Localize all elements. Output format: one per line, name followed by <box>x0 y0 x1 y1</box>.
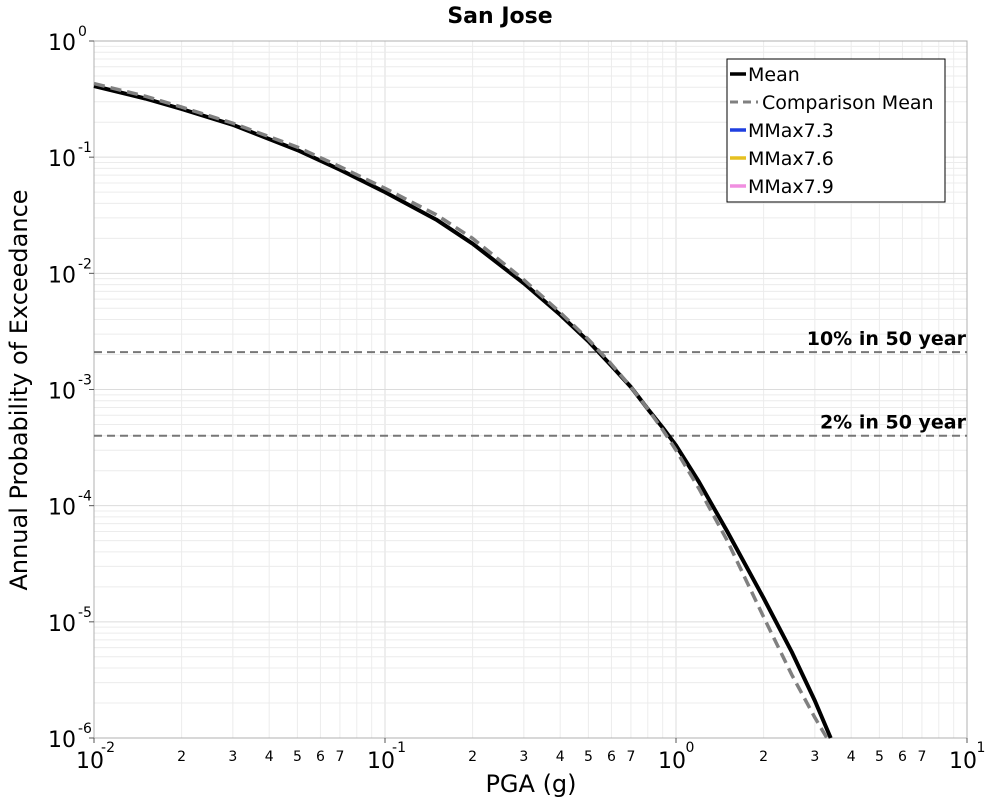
chart-title: San Jose <box>447 4 552 29</box>
x-minor-tick-label: 2 <box>468 749 477 765</box>
y-tick-exponent: 0 <box>78 24 87 40</box>
x-tick-label: 10 <box>367 749 395 774</box>
y-tick-exponent: -3 <box>78 373 92 389</box>
y-tick-label: 10 <box>48 31 76 56</box>
x-tick-exponent: 0 <box>686 740 695 756</box>
y-tick-label: 10 <box>48 147 76 172</box>
y-tick-exponent: -2 <box>78 256 92 272</box>
y-tick-exponent: -4 <box>78 489 92 505</box>
x-minor-tick-label: 5 <box>875 749 884 765</box>
x-axis-label: PGA (g) <box>485 770 576 798</box>
reference-lines: 10% in 50 year 2% in 50 year <box>94 328 967 437</box>
y-tick-label: 10 <box>48 380 76 405</box>
x-minor-tick-label: 3 <box>810 749 819 765</box>
legend-label: MMax7.6 <box>748 148 834 170</box>
reference-line-label: 10% in 50 year <box>807 328 967 350</box>
x-minor-tick-label: 6 <box>316 749 325 765</box>
x-tick-label: 10 <box>949 749 977 774</box>
x-minor-tick-label: 6 <box>898 749 907 765</box>
grid <box>93 41 967 739</box>
x-minor-tick-label: 5 <box>584 749 593 765</box>
x-minor-tick-label: 7 <box>335 749 344 765</box>
legend-label: Mean <box>748 64 800 86</box>
y-tick-label: 10 <box>48 496 76 521</box>
legend-label: Comparison Mean <box>762 92 934 114</box>
legend-box <box>726 58 946 203</box>
x-tick-exponent: -2 <box>101 740 115 756</box>
x-minor-tick-label: 4 <box>265 749 274 765</box>
x-minor-tick-label: 3 <box>519 749 528 765</box>
x-tick-exponent: -1 <box>392 740 406 756</box>
x-tick-label: 10 <box>76 749 104 774</box>
y-tick-label: 10 <box>48 263 76 288</box>
y-tick-label: 10 <box>48 728 76 753</box>
x-minor-tick-label: 2 <box>177 749 186 765</box>
x-tick-label: 10 <box>658 749 686 774</box>
y-tick-exponent: -5 <box>78 605 92 621</box>
legend-label: MMax7.9 <box>748 176 834 198</box>
series-line <box>93 81 829 739</box>
x-minor-tick-label: 4 <box>847 749 856 765</box>
x-minor-tick-label: 5 <box>293 749 302 765</box>
x-minor-tick-label: 7 <box>626 749 635 765</box>
x-tick-exponent: 1 <box>977 740 986 756</box>
reference-line-label: 2% in 50 year <box>820 412 967 434</box>
y-tick-label: 10 <box>48 612 76 637</box>
x-minor-tick-label: 2 <box>759 749 768 765</box>
x-minor-tick-label: 6 <box>607 749 616 765</box>
y-tick-exponent: -1 <box>78 140 92 156</box>
y-tick-exponent: -6 <box>78 721 92 737</box>
x-minor-tick-label: 3 <box>228 749 237 765</box>
y-axis-label: Annual Probability of Exceedance <box>5 189 33 590</box>
x-minor-tick-label: 7 <box>917 749 926 765</box>
legend: Mean Comparison Mean MMax7.3 MMax7.6 MMax7.9 <box>726 58 946 203</box>
series-lines <box>93 81 833 739</box>
legend-label: MMax7.3 <box>748 120 834 142</box>
x-minor-tick-label: 4 <box>556 749 565 765</box>
